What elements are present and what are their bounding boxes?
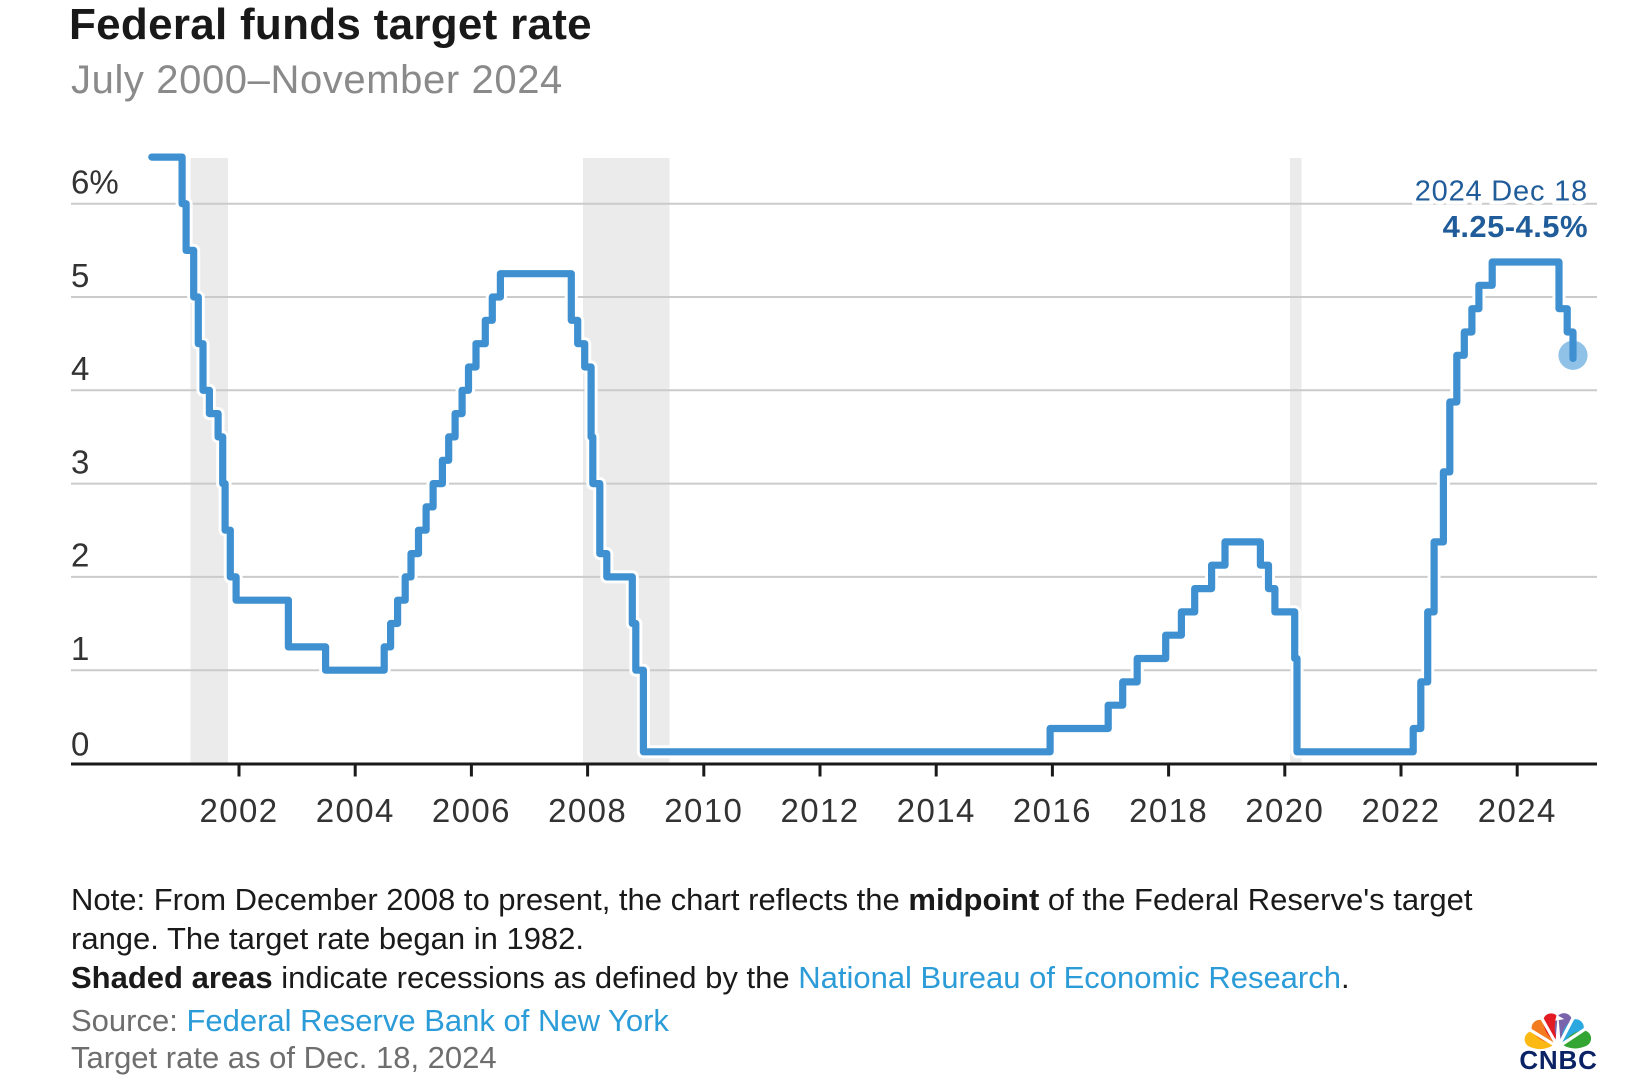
svg-text:4: 4	[71, 350, 89, 387]
svg-text:1: 1	[71, 630, 89, 667]
svg-text:2012: 2012	[780, 792, 859, 829]
svg-text:5: 5	[71, 257, 89, 294]
svg-text:2: 2	[71, 537, 89, 574]
svg-text:2024: 2024	[1478, 792, 1557, 829]
svg-text:2022: 2022	[1361, 792, 1440, 829]
svg-text:2008: 2008	[548, 792, 627, 829]
svg-text:2018: 2018	[1129, 792, 1208, 829]
svg-text:2014: 2014	[897, 792, 976, 829]
svg-text:CNBC: CNBC	[1520, 1045, 1598, 1072]
svg-text:3: 3	[71, 443, 89, 480]
svg-text:0: 0	[71, 725, 89, 762]
svg-text:2006: 2006	[432, 792, 511, 829]
svg-text:2016: 2016	[1013, 792, 1092, 829]
svg-text:6%: 6%	[71, 164, 119, 201]
svg-text:2024 Dec 18: 2024 Dec 18	[1415, 176, 1588, 208]
svg-text:2004: 2004	[316, 792, 395, 829]
svg-text:4.25-4.5%: 4.25-4.5%	[1443, 209, 1588, 244]
svg-text:2002: 2002	[199, 792, 278, 829]
svg-text:2010: 2010	[664, 792, 743, 829]
svg-text:2020: 2020	[1245, 792, 1324, 829]
